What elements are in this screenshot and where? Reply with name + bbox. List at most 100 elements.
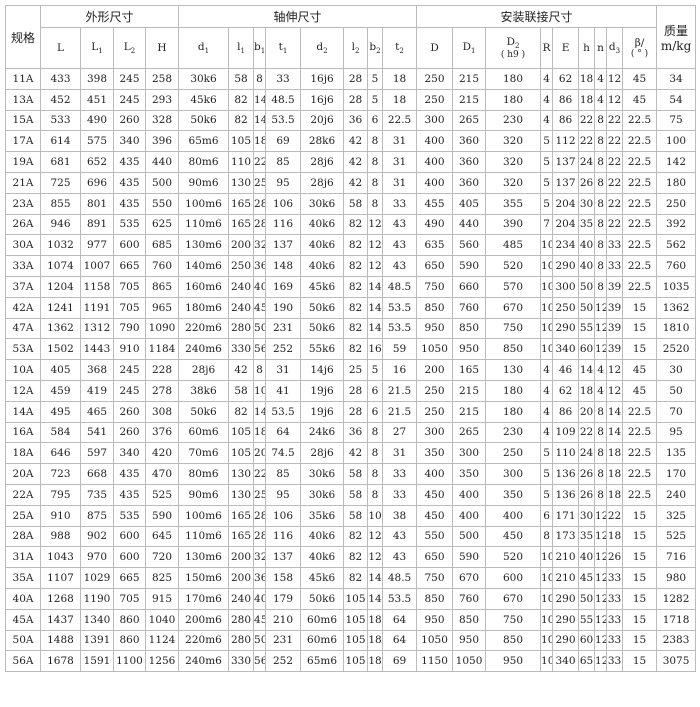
- cell: 1340: [80, 608, 114, 631]
- data-row: 30A1032977600685130m62003213740k68212436…: [5, 234, 697, 257]
- column-header: L1: [80, 27, 114, 69]
- cell: 1107: [40, 567, 81, 589]
- cell: 18: [253, 421, 267, 444]
- cell: 116: [265, 525, 302, 548]
- cell: 215: [452, 68, 487, 90]
- cell: 180: [485, 400, 542, 423]
- cell: 43: [382, 234, 418, 257]
- cell: 45A: [5, 608, 41, 631]
- cell: 86: [552, 109, 580, 132]
- cell: 590: [452, 255, 487, 277]
- cell: 45k6: [300, 275, 345, 298]
- cell: 210: [552, 567, 580, 589]
- cell: 170m6: [178, 587, 230, 610]
- cell: 440: [452, 213, 487, 236]
- cell: 82: [343, 567, 369, 589]
- cell: 65m6: [178, 130, 230, 153]
- cell: 140m6: [178, 255, 230, 277]
- cell: 8: [367, 171, 384, 194]
- column-label: b: [254, 40, 261, 53]
- column-header: D1: [452, 27, 487, 69]
- cell: 43: [382, 525, 418, 548]
- cell: 533: [40, 109, 81, 132]
- cell: 20A: [5, 463, 41, 485]
- cell: 12A: [5, 379, 41, 402]
- cell: 180: [485, 68, 542, 90]
- cell: 525: [144, 483, 180, 506]
- cell: 250: [656, 192, 697, 215]
- group-header: 外形尺寸: [39, 5, 180, 28]
- cell: 600: [113, 546, 146, 569]
- cell: 750: [485, 317, 542, 340]
- cell: 20: [578, 400, 596, 423]
- cell: 435: [113, 151, 146, 173]
- cell: 760: [452, 587, 487, 610]
- cell: 2520: [656, 338, 697, 361]
- cell: 22.5: [622, 109, 658, 132]
- cell: 290: [552, 255, 580, 277]
- cell: 42: [343, 151, 369, 173]
- cell: 420: [144, 442, 180, 465]
- data-row: 23A855801435550100m61652810630k658833455…: [5, 192, 697, 215]
- cell: 650: [416, 546, 454, 569]
- data-row: 28A988902600645110m61652811640k682124355…: [5, 525, 697, 548]
- data-row: 37A12041158705865160m62404016945k6821448…: [5, 275, 697, 298]
- cell: 1090: [144, 317, 180, 340]
- cell: 135: [656, 442, 697, 465]
- cell: 65: [578, 650, 596, 673]
- cell: 64: [382, 629, 418, 652]
- cell: 7: [540, 213, 554, 236]
- mass-header: 质量 m/kg: [656, 5, 697, 69]
- cell: 38: [382, 504, 418, 527]
- column-label: t: [278, 40, 283, 53]
- cell: 260: [113, 400, 146, 423]
- cell: 660: [452, 275, 487, 298]
- cell: 33: [606, 255, 624, 277]
- cell: 105: [343, 650, 369, 673]
- cell: 5: [540, 151, 554, 173]
- cell: 14: [253, 88, 267, 111]
- cell: 62: [552, 68, 580, 90]
- cell: 80m6: [178, 151, 230, 173]
- cell: 1050: [452, 650, 487, 673]
- cell: 1158: [80, 275, 114, 298]
- cell: 50A: [5, 629, 41, 652]
- cell: 950: [452, 629, 487, 652]
- cell: 15: [622, 504, 658, 527]
- cell: 988: [40, 525, 81, 548]
- cell: 685: [144, 234, 180, 257]
- cell: 55: [578, 317, 596, 340]
- cell: 43: [382, 255, 418, 277]
- cell: 696: [80, 171, 114, 194]
- cell: 320: [485, 151, 542, 173]
- cell: 60: [578, 629, 596, 652]
- cell: 14: [253, 400, 267, 423]
- cell: 18: [606, 463, 624, 485]
- cell: 70: [656, 400, 697, 423]
- cell: 950: [416, 317, 454, 340]
- cell: 12: [594, 650, 608, 673]
- cell: 39: [606, 275, 624, 298]
- cell: 15: [622, 525, 658, 548]
- cell: 40k6: [300, 255, 345, 277]
- cell: 240m6: [178, 650, 230, 673]
- cell: 21.5: [382, 379, 418, 402]
- column-subscript: 2: [323, 47, 328, 56]
- cell: 1043: [40, 546, 81, 569]
- cell: 541: [80, 421, 114, 444]
- cell: 30: [578, 192, 596, 215]
- column-header: R: [540, 27, 554, 69]
- cell: 5: [540, 171, 554, 194]
- cell: 22: [606, 151, 624, 173]
- cell: 137: [552, 151, 580, 173]
- cell: 58: [343, 192, 369, 215]
- cell: 39: [606, 317, 624, 340]
- cell: 405: [40, 359, 81, 381]
- cell: 1191: [80, 296, 114, 319]
- cell: 37A: [5, 275, 41, 298]
- cell: 12: [367, 255, 384, 277]
- cell: 50: [656, 379, 697, 402]
- cell: 4: [540, 400, 554, 423]
- cell: 50: [578, 275, 596, 298]
